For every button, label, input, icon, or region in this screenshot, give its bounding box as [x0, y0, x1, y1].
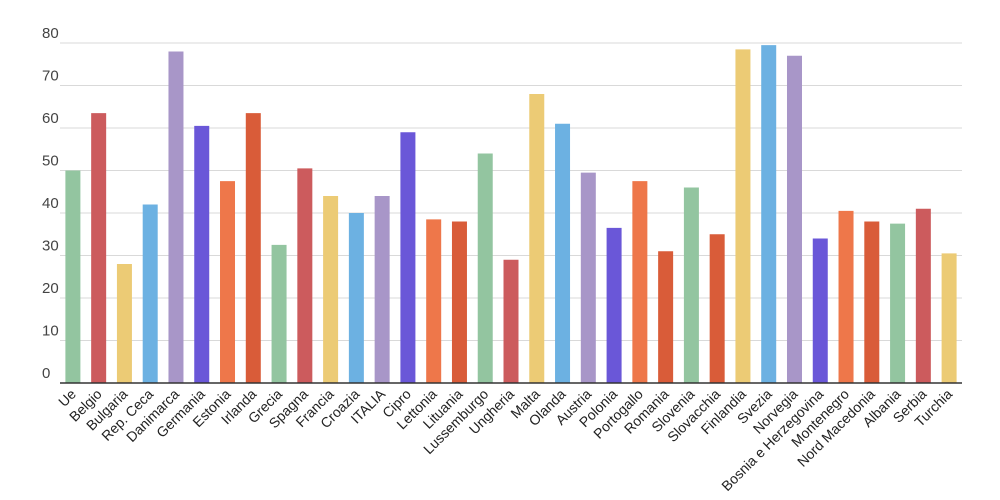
bar	[245, 113, 261, 384]
bar	[606, 227, 622, 384]
bar	[735, 49, 751, 384]
y-tick-label: 80	[42, 25, 59, 42]
bar	[426, 219, 442, 384]
bar	[761, 45, 777, 384]
y-tick-label: 10	[42, 323, 59, 340]
bar	[116, 264, 132, 383]
bar	[374, 196, 390, 383]
bar	[580, 172, 596, 384]
bar	[915, 208, 931, 383]
bar	[142, 204, 158, 383]
bar	[812, 238, 828, 383]
bar	[864, 221, 880, 383]
bar	[786, 55, 802, 383]
bar	[477, 153, 493, 383]
bar	[168, 51, 184, 383]
bar	[297, 168, 313, 384]
bar	[194, 125, 210, 384]
y-tick-label: 20	[42, 280, 59, 297]
bar	[400, 132, 416, 383]
y-tick-label: 60	[42, 110, 59, 127]
y-tick-label: 30	[42, 238, 59, 255]
bar	[890, 223, 906, 384]
y-tick-label: 0	[42, 365, 50, 382]
bar	[503, 259, 519, 383]
bar	[941, 253, 957, 384]
bar	[271, 244, 287, 384]
bar	[683, 187, 699, 383]
bar	[555, 123, 571, 383]
bar	[65, 170, 81, 383]
gridlines	[60, 42, 962, 341]
bars	[65, 45, 957, 384]
bar	[451, 221, 467, 383]
bar	[91, 113, 107, 384]
bar	[220, 181, 236, 384]
bar	[838, 210, 854, 384]
bar	[709, 234, 725, 383]
bar	[348, 213, 364, 383]
y-tick-label: 70	[42, 68, 59, 85]
bar	[658, 251, 674, 383]
bar	[323, 196, 339, 383]
y-tick-label: 40	[42, 195, 59, 212]
bar	[632, 181, 648, 384]
y-tick-label: 50	[42, 153, 59, 170]
bar	[529, 94, 545, 383]
y-axis-ticks: 0 10 20 30 40 50 60 70 80	[42, 25, 59, 382]
